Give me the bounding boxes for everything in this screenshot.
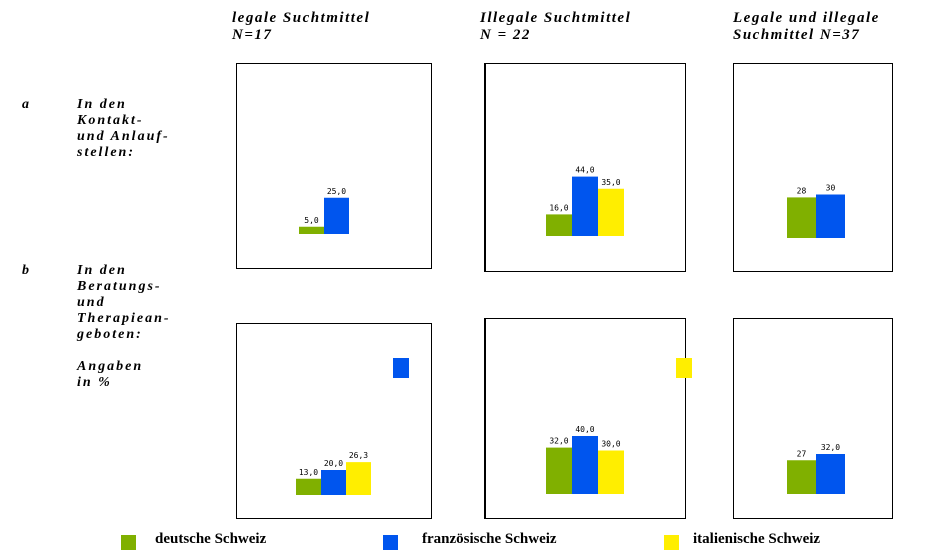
bar-b-legale-italienische	[346, 462, 371, 495]
legend-label-franzoesische: französische Schweiz	[422, 531, 557, 547]
column-header-legale: legale Suchtmittel N=17	[232, 10, 371, 43]
bar-b-beide-deutsche	[787, 460, 816, 494]
bar-a-illegale-italienische	[598, 188, 624, 236]
chart-panel-a-illegale: 16,0 44,0 35,0	[484, 63, 686, 272]
legend-label-italienische: italienische Schweiz	[693, 531, 821, 547]
bar-b-legale-deutsche	[296, 478, 321, 495]
value-label-b-beide-franzoesische: 32,0	[821, 443, 840, 452]
bar-a-legale-deutsche	[299, 226, 324, 234]
chart-panel-a-beide: 28 30	[733, 63, 893, 272]
chart-b-legale: 13,0 20,0 26,3	[296, 451, 371, 495]
value-label-b-illegale-italienische: 30,0	[601, 440, 620, 449]
bar-a-illegale-deutsche	[546, 214, 572, 236]
value-label-a-illegale-deutsche: 16,0	[549, 203, 568, 212]
chart-b-illegale: 32,0 40,0 30,0	[546, 425, 624, 494]
value-label-b-illegale-deutsche: 32,0	[549, 437, 568, 446]
chart-panel-b-beide: 27 32,0	[733, 318, 893, 519]
bar-b-illegale-deutsche	[546, 447, 572, 494]
chart-b-beide: 27 32,0	[787, 443, 845, 494]
bar-a-beide-deutsche	[787, 197, 816, 238]
bar-b-illegale-franzoesische	[572, 436, 598, 494]
value-label-a-beide-franzoesische: 30	[826, 184, 836, 193]
bar-a-legale-franzoesische	[324, 197, 349, 234]
blue-color-square	[393, 358, 409, 378]
bar-a-beide-franzoesische	[816, 194, 845, 238]
value-label-a-illegale-italienische: 35,0	[601, 178, 620, 187]
value-label-a-legale-franzoesische: 25,0	[327, 187, 346, 196]
column-header-illegale: Illegale Suchtmittel N = 22	[480, 10, 632, 43]
row-label-beratung: In den Beratungs- und Therapiean- gebote…	[77, 263, 171, 390]
bar-a-illegale-franzoesische	[572, 176, 598, 236]
row-label-kontakt: In den Kontakt- und Anlauf- stellen:	[77, 97, 170, 160]
yellow-color-square	[676, 358, 692, 378]
bar-b-illegale-italienische	[598, 450, 624, 494]
chart-panel-b-legale: 13,0 20,0 26,3	[236, 323, 432, 519]
chart-panel-b-illegale: 32,0 40,0 30,0	[484, 318, 686, 519]
chart-panel-a-legale: 5,0 25,0	[236, 63, 432, 269]
value-label-a-beide-deutsche: 28	[797, 186, 807, 195]
legend-label-deutsche: deutsche Schweiz	[155, 531, 267, 547]
bar-b-beide-franzoesische	[816, 454, 845, 494]
value-label-a-illegale-franzoesische: 44,0	[575, 166, 594, 175]
legend-swatch-yellow	[664, 535, 679, 550]
value-label-b-legale-deutsche: 13,0	[299, 468, 318, 477]
chart-a-beide: 28 30	[787, 184, 845, 238]
value-label-b-legale-franzoesische: 20,0	[324, 459, 343, 468]
column-header-legale-und-illegale: Legale und illegale Suchmittel N=37	[733, 10, 880, 43]
value-label-a-legale-deutsche: 5,0	[304, 216, 319, 225]
value-label-b-legale-italienische: 26,3	[349, 451, 368, 460]
bar-b-legale-franzoesische	[321, 470, 346, 495]
value-label-b-illegale-franzoesische: 40,0	[575, 425, 594, 434]
value-label-b-beide-deutsche: 27	[797, 449, 807, 458]
chart-a-legale: 5,0 25,0	[299, 187, 349, 234]
legend-swatch-green	[121, 535, 136, 550]
chart-a-illegale: 16,0 44,0 35,0	[546, 166, 624, 236]
legend-swatch-blue	[383, 535, 398, 550]
row-letter-a: a	[22, 97, 31, 112]
row-letter-b: b	[22, 263, 31, 278]
